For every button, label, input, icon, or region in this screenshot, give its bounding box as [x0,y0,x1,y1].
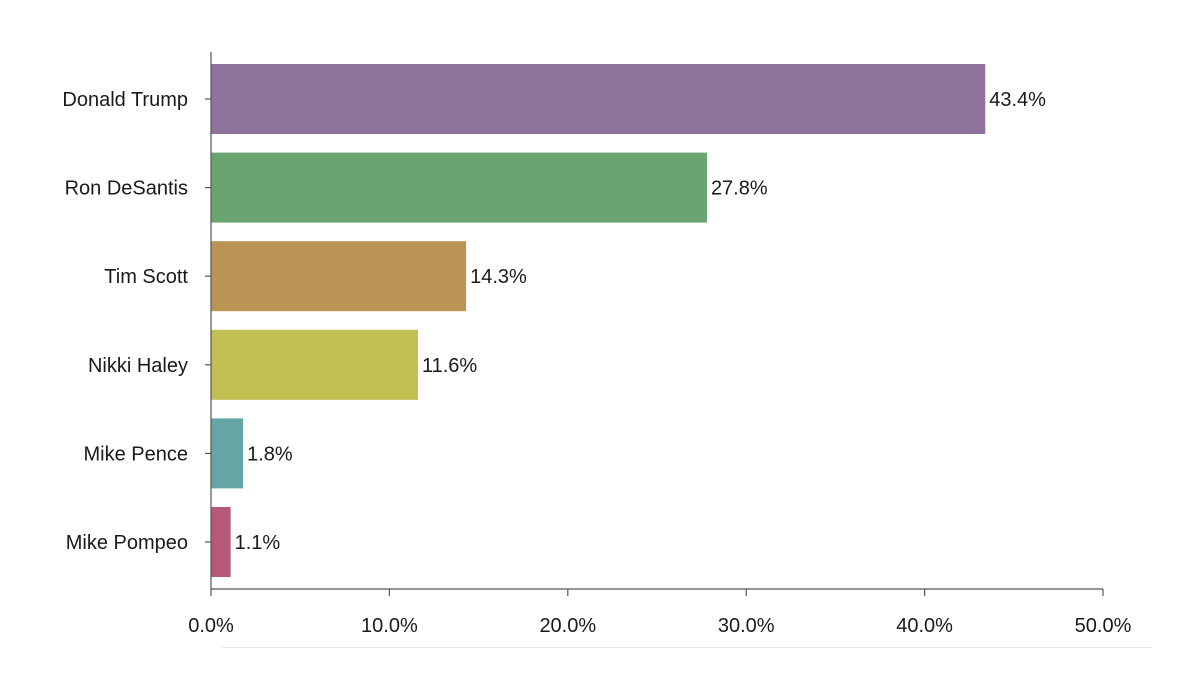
x-tick-label-5: 50.0% [1075,615,1132,637]
category-label-4: Mike Pence [84,443,189,465]
value-label-2: 14.3% [470,266,527,288]
category-label-3: Nikki Haley [88,355,188,377]
x-tick-label-4: 40.0% [896,615,953,637]
bar-4 [211,418,244,489]
category-label-2: Tim Scott [104,266,188,288]
x-tick-label-1: 10.0% [361,615,418,637]
bottom-divider [222,647,1152,648]
value-label-5: 1.1% [235,532,281,554]
x-tick-label-2: 20.0% [539,615,596,637]
category-label-1: Ron DeSantis [65,178,188,200]
category-label-5: Mike Pompeo [66,532,188,554]
bar-0 [211,64,986,134]
value-label-3: 11.6% [422,355,477,377]
x-tick-label-3: 30.0% [718,615,775,637]
labels: Donald Trump 43.4% Ron DeSantis 27.8% Tim Sc… [62,89,1131,637]
value-label-1: 27.8% [711,178,768,200]
bar-5 [211,507,231,577]
bar-1 [211,152,707,223]
bar-3 [211,329,418,400]
axes [205,52,1104,596]
bars [211,64,986,577]
category-label-0: Donald Trump [62,89,188,111]
value-label-0: 43.4% [989,89,1046,111]
value-label-4: 1.8% [247,443,293,465]
bar-2 [211,241,467,312]
x-tick-label-0: 0.0% [188,615,234,637]
